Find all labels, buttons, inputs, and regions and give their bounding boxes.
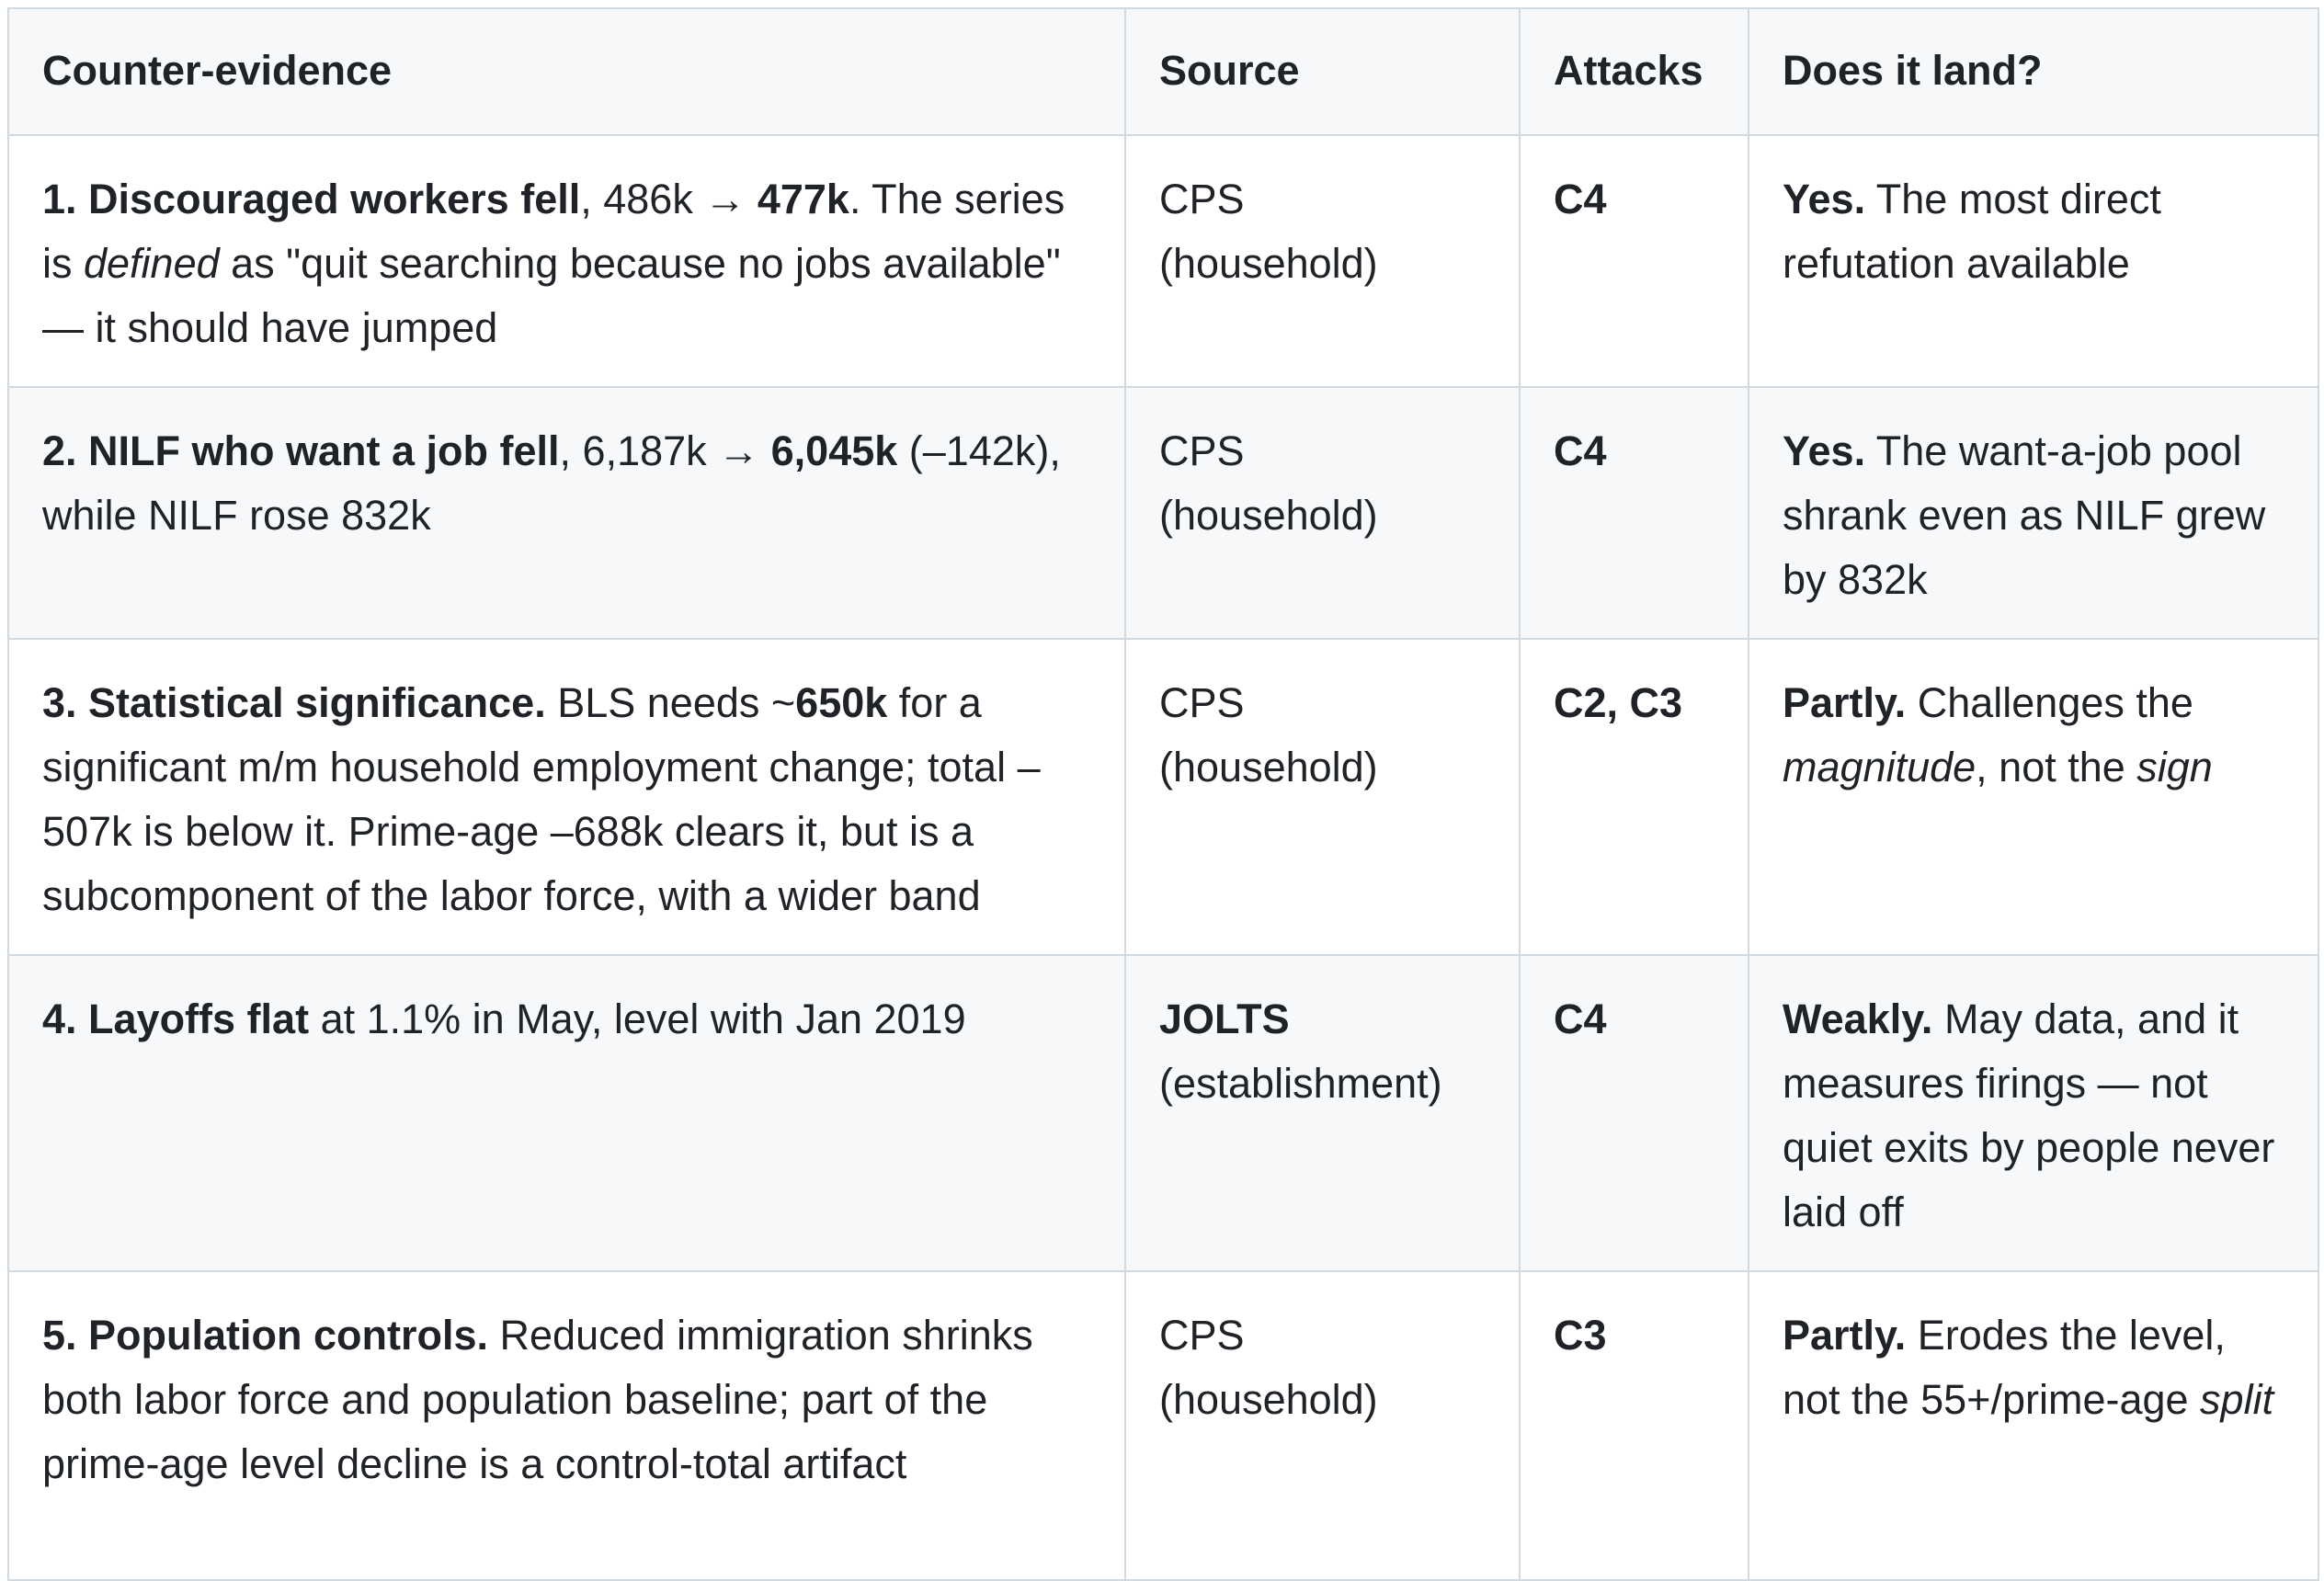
evidence-text: Reduced immigration shrinks both labor f…: [42, 1312, 1033, 1487]
header-counter-evidence: Counter-evidence: [7, 7, 1126, 136]
evidence-bold: 6,045k: [770, 427, 898, 474]
verdict-label: Yes.: [1783, 176, 1866, 222]
verdict-label: Partly.: [1783, 1312, 1907, 1359]
evidence-text: . The series is: [42, 176, 1065, 287]
verdict-cell: Partly. Erodes the level, not the 55+/pr…: [1748, 1270, 2319, 1581]
source-detail: (household): [1159, 240, 1378, 287]
source-name: CPS: [1159, 679, 1245, 726]
attacks-value: C2, C3: [1554, 679, 1683, 726]
verdict-cell: Weakly. May data, and it measures firing…: [1748, 954, 2319, 1272]
counter-evidence-table: Counter-evidence Source Attacks Does it …: [7, 7, 2319, 1581]
verdict-cell: Yes. The most direct refutation availabl…: [1748, 134, 2319, 388]
attacks-cell: C4: [1519, 386, 1749, 640]
attacks-value: C4: [1554, 176, 1607, 222]
verdict-text: Challenges the: [1906, 679, 2193, 726]
evidence-text: for a significant m/m household employme…: [42, 679, 1041, 919]
verdict-italic: split: [2200, 1376, 2274, 1423]
source-name: CPS: [1159, 427, 1245, 474]
evidence-bold: 477k: [757, 176, 849, 222]
verdict-label: Yes.: [1783, 427, 1866, 474]
evidence-cell: 2. NILF who want a job fell, 6,187k → 6,…: [7, 386, 1126, 640]
source-name: CPS: [1159, 1312, 1245, 1359]
attacks-cell: C4: [1519, 954, 1749, 1272]
source-name: JOLTS: [1159, 995, 1290, 1042]
verdict-cell: Yes. The want-a-job pool shrank even as …: [1748, 386, 2319, 640]
source-detail: (household): [1159, 1376, 1378, 1423]
evidence-lead: 5. Population controls.: [42, 1312, 489, 1359]
source-cell: CPS (household): [1124, 134, 1521, 388]
verdict-italic: magnitude: [1783, 744, 1977, 790]
evidence-cell: 3. Statistical significance. BLS needs ~…: [7, 638, 1126, 956]
evidence-cell: 4. Layoffs flat at 1.1% in May, level wi…: [7, 954, 1126, 1272]
verdict-text: The most direct refutation available: [1783, 176, 2161, 287]
verdict-label: Weakly.: [1783, 995, 1933, 1042]
attacks-value: C4: [1554, 995, 1607, 1042]
evidence-lead: 3. Statistical significance.: [42, 679, 546, 726]
table-body: 1. Discouraged workers fell, 486k → 477k…: [7, 134, 2319, 1581]
verdict-italic: sign: [2136, 744, 2213, 790]
source-detail: (establishment): [1159, 1060, 1442, 1107]
evidence-text: at 1.1% in May, level with Jan 2019: [309, 995, 966, 1042]
evidence-lead: 2. NILF who want a job fell: [42, 427, 560, 474]
source-detail: (household): [1159, 744, 1378, 790]
source-name: CPS: [1159, 176, 1245, 222]
attacks-cell: C3: [1519, 1270, 1749, 1581]
source-detail: (household): [1159, 492, 1378, 539]
evidence-text: (–142k), while NILF rose 832k: [42, 427, 1061, 539]
table-row: 4. Layoffs flat at 1.1% in May, level wi…: [7, 954, 2319, 1272]
table-header: Counter-evidence Source Attacks Does it …: [7, 7, 2319, 136]
source-cell: CPS (household): [1124, 386, 1521, 640]
evidence-text: , 486k →: [580, 176, 758, 222]
table-row: 5. Population controls. Reduced immigrat…: [7, 1270, 2319, 1581]
table-row: 3. Statistical significance. BLS needs ~…: [7, 638, 2319, 956]
evidence-text: as "quit searching because no jobs avail…: [42, 240, 1061, 351]
evidence-lead: 1. Discouraged workers fell: [42, 176, 581, 222]
table-row: 1. Discouraged workers fell, 486k → 477k…: [7, 134, 2319, 388]
verdict-text: , not the: [1976, 744, 2137, 790]
source-cell: CPS (household): [1124, 1270, 1521, 1581]
attacks-value: C4: [1554, 427, 1607, 474]
header-row: Counter-evidence Source Attacks Does it …: [7, 7, 2319, 136]
verdict-text: May data, and it measures firings — not …: [1783, 995, 2275, 1235]
evidence-cell: 1. Discouraged workers fell, 486k → 477k…: [7, 134, 1126, 388]
attacks-cell: C2, C3: [1519, 638, 1749, 956]
attacks-value: C3: [1554, 1312, 1607, 1359]
attacks-cell: C4: [1519, 134, 1749, 388]
evidence-lead: 4. Layoffs flat: [42, 995, 310, 1042]
verdict-text: The want-a-job pool shrank even as NILF …: [1783, 427, 2266, 603]
verdict-text: Erodes the level, not the 55+/prime-age: [1783, 1312, 2226, 1423]
evidence-bold: 650k: [795, 679, 888, 726]
header-attacks: Attacks: [1519, 7, 1749, 136]
evidence-italic: defined: [84, 240, 220, 287]
evidence-text: , 6,187k →: [559, 427, 771, 474]
source-cell: JOLTS (establishment): [1124, 954, 1521, 1272]
counter-evidence-table-container: Counter-evidence Source Attacks Does it …: [7, 7, 2319, 1581]
header-source: Source: [1124, 7, 1521, 136]
verdict-cell: Partly. Challenges the magnitude, not th…: [1748, 638, 2319, 956]
source-cell: CPS (household): [1124, 638, 1521, 956]
table-row: 2. NILF who want a job fell, 6,187k → 6,…: [7, 386, 2319, 640]
evidence-cell: 5. Population controls. Reduced immigrat…: [7, 1270, 1126, 1581]
evidence-text: BLS needs ~: [545, 679, 796, 726]
header-does-it-land: Does it land?: [1748, 7, 2319, 136]
verdict-label: Partly.: [1783, 679, 1907, 726]
